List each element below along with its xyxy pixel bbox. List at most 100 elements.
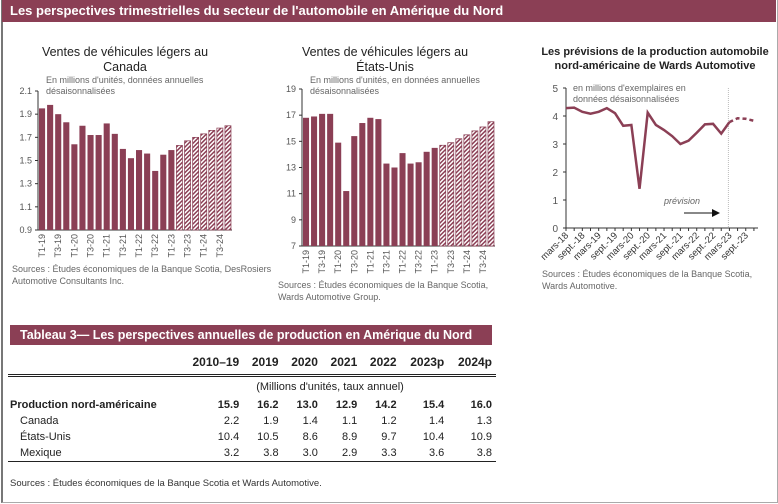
table-cell: 13.0: [296, 399, 318, 411]
bar-T2-21: [111, 133, 118, 230]
y-tick-label: 19: [286, 84, 296, 94]
table-row: Production nord-américaine 15.9 16.2 13.0 12…: [8, 397, 496, 413]
x-tick-label: T1-23: [166, 234, 176, 258]
bar-T4-19: [327, 113, 334, 246]
y-tick-label: 2: [552, 168, 558, 179]
y-tick-label: 1: [552, 196, 558, 207]
chart-note-wards: en millions d'exemplaires en données dés…: [573, 83, 686, 104]
bar-T4-23: [455, 138, 463, 247]
column-header: 2024p: [457, 355, 492, 369]
bar-T1-20: [335, 142, 342, 246]
bar-T1-21: [367, 117, 374, 247]
bar-T1-24: [463, 134, 471, 247]
table-cell: 3.8: [476, 447, 492, 459]
table-row: Canada 2.2 1.9 1.4 1.1 1.2 1.4 1.3: [8, 413, 496, 429]
bar-T1-19: [39, 108, 46, 230]
bar-T3-21: [119, 148, 126, 230]
table-cell: 10.9: [470, 431, 492, 443]
chart-source-canada: Sources : Études économiques de la Banqu…: [12, 264, 272, 286]
y-tick-label: 1.9: [19, 109, 32, 119]
table-header-blank: [8, 350, 181, 376]
y-tick-label: 7: [291, 241, 296, 251]
table-cell: 16.0: [470, 399, 492, 411]
bar-T1-19: [303, 117, 310, 247]
column-header: 2020: [291, 355, 318, 369]
x-tick-label: T1-24: [462, 250, 472, 274]
y-tick-label: 15: [286, 136, 296, 146]
table-cell: 1.1: [341, 415, 358, 427]
bar-T1-23: [431, 147, 438, 246]
x-tick-label: T1-22: [134, 234, 144, 258]
bar-T1-21: [103, 123, 110, 230]
x-tick-label: T1-21: [102, 234, 112, 258]
x-tick-label: T3-19: [53, 234, 63, 258]
bar-T1-23: [168, 150, 175, 230]
table-cell: 3.8: [263, 447, 279, 459]
bar-T2-23: [176, 145, 183, 231]
table-cell: 12.9: [335, 399, 358, 411]
chart-note-us: En millions d'unités, en données annuell…: [310, 75, 480, 96]
bar-T2-21: [375, 119, 382, 246]
bar-T1-20: [71, 144, 78, 230]
y-tick-label: 2.1: [19, 86, 32, 96]
x-tick-label: T3-22: [150, 234, 160, 258]
table-cell: 10.4: [422, 431, 445, 443]
y-tick-label: 17: [286, 110, 296, 120]
table-title: Tableau 3— Les perspectives annuelles de…: [10, 325, 492, 345]
forecast-label: prévision: [663, 196, 700, 206]
bar-T2-19: [311, 116, 318, 246]
x-tick-label: T1-22: [398, 250, 408, 274]
bar-T1-22: [136, 150, 143, 230]
x-tick-label: T1-21: [365, 250, 375, 274]
bar-T2-24: [208, 130, 216, 231]
bar-T3-24: [216, 127, 224, 231]
y-tick-label: 0: [552, 224, 558, 235]
page-title: Les perspectives trimestrielles du secte…: [2, 0, 776, 22]
table-cell: 1.4: [428, 415, 445, 427]
y-tick-label: 3: [552, 140, 558, 151]
table-row: Mexique 3.2 3.8 3.0 2.9 3.3 3.6 3.8: [8, 445, 496, 462]
x-tick-label: T3-21: [118, 234, 128, 258]
x-tick-label: T1-19: [37, 234, 47, 258]
bar-T4-22: [160, 154, 167, 230]
table-cell: 2.9: [341, 447, 358, 459]
table-cell: 15.9: [217, 399, 240, 411]
production-table: 2010–19 2019 2020 2021 2022 2023p 2024p (Milli…: [8, 350, 496, 462]
bar-T3-23: [447, 142, 455, 247]
table-cell: 3.6: [428, 447, 445, 459]
bar-T3-19: [55, 114, 62, 230]
chart-title-us: Ventes de véhicules légers au États-Unis: [301, 45, 469, 74]
table-cell: 16.2: [257, 399, 279, 411]
x-tick-label: T1-19: [301, 250, 311, 274]
bar-T1-22: [399, 153, 406, 246]
table-cell: 15.4: [422, 399, 445, 411]
bar-T3-21: [383, 163, 390, 246]
bar-T2-22: [407, 163, 414, 246]
x-tick-label: T3-19: [317, 250, 327, 274]
table-unit: (Millions d'unités, taux annuel): [256, 381, 404, 393]
bar-T3-23: [184, 140, 191, 231]
y-tick-label: 5: [552, 84, 558, 95]
table-source: Sources : Études économiques de la Banqu…: [10, 478, 322, 489]
bar-T2-22: [144, 153, 151, 230]
table-cell: 9.7: [381, 431, 397, 443]
bar-T4-21: [391, 167, 398, 246]
bar-T4-24: [487, 121, 495, 247]
x-tick-label: T3-24: [478, 250, 488, 274]
table-cell: 3.2: [223, 447, 240, 459]
chart-source-wards: Sources : Études économiques de la Banqu…: [542, 269, 753, 291]
table-cell: 8.6: [302, 431, 318, 443]
chart-title-canada: Ventes de véhicules légers au Canada: [41, 45, 209, 74]
x-tick-label: T3-23: [446, 250, 456, 274]
table-cell: 1.3: [476, 415, 492, 427]
series-line-forecast: [728, 116, 755, 124]
bar-T2-20: [343, 191, 350, 246]
table-cell: 14.2: [375, 399, 397, 411]
bar-T3-22: [152, 170, 159, 230]
bar-T3-22: [415, 162, 422, 246]
bar-T2-19: [47, 104, 54, 230]
bar-T4-20: [95, 135, 102, 230]
y-tick-label: 1.3: [19, 179, 32, 189]
x-tick-label: T1-20: [333, 250, 343, 274]
